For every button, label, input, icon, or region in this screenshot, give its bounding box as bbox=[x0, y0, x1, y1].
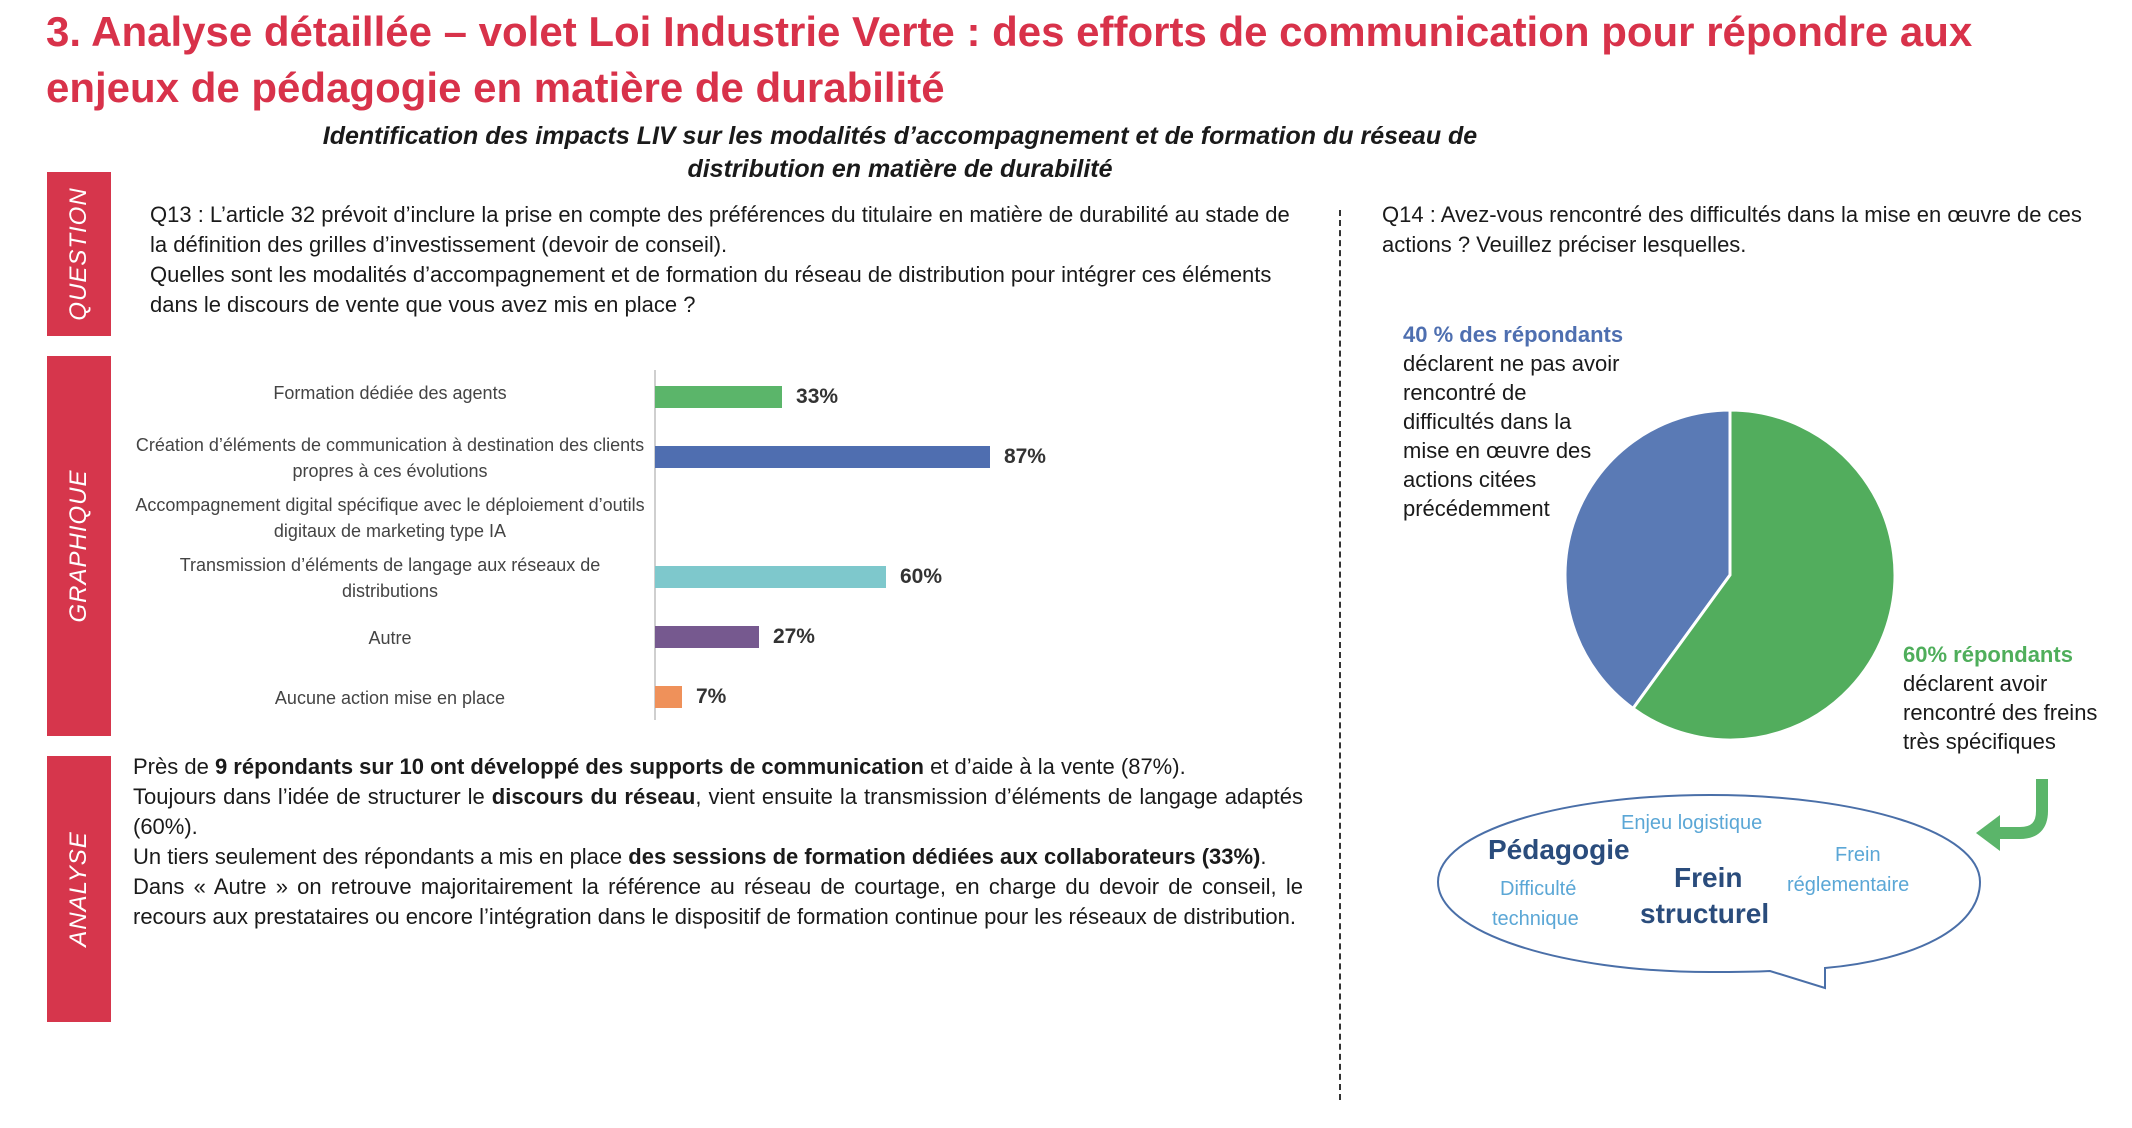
speech-bubble bbox=[1436, 793, 1982, 990]
pie-label-left-line: mise en œuvre des bbox=[1403, 438, 1592, 463]
sidebar-question-label: QUESTION bbox=[65, 187, 92, 321]
cloud-word: Difficulté bbox=[1500, 878, 1577, 900]
bar-label: Transmission d’éléments de langage aux r… bbox=[179, 555, 601, 601]
pie-label-left-head: 40 % des répondants bbox=[1403, 322, 1624, 347]
cloud-word: Pédagogie bbox=[1488, 834, 1630, 865]
pie-label-right-line: déclarent avoir bbox=[1903, 671, 2048, 696]
cloud-word: structurel bbox=[1640, 898, 1770, 929]
bar-label: Aucune action mise en place bbox=[274, 688, 506, 708]
bar-value-label: 27% bbox=[772, 625, 815, 648]
cloud-word: Frein bbox=[1674, 862, 1743, 893]
analysis-text-span: , vient ensuite la transmission d’élémen… bbox=[133, 784, 1303, 839]
bar bbox=[655, 626, 759, 648]
analysis-text-span: . bbox=[1260, 844, 1267, 869]
pie-label-left: 40 % des répondants déclarent ne pas avo… bbox=[1403, 320, 1663, 523]
pie-slice bbox=[1630, 408, 1897, 742]
analysis-text: Près de 9 répondants sur 10 ont développ… bbox=[133, 752, 1303, 932]
bar bbox=[655, 386, 783, 408]
analysis-p1: Près de 9 répondants sur 10 ont développ… bbox=[133, 752, 1303, 782]
q13-question: Q13 : L’article 32 prévoit d’inclure la … bbox=[150, 200, 1300, 320]
cloud-word: Frein bbox=[1835, 844, 1881, 866]
bar-value-label: 60% bbox=[900, 565, 943, 588]
curved-arrow-icon bbox=[1976, 779, 2048, 851]
analysis-p4: Dans « Autre » on retrouve majoritaireme… bbox=[133, 874, 1303, 929]
bar-label: Accompagnement digital spécifique avec l… bbox=[135, 495, 645, 541]
pie-label-right-line: très spécifiques bbox=[1903, 729, 2056, 754]
analysis-p2: Toujours dans l’idée de structurer le di… bbox=[133, 782, 1303, 842]
page-title: 3. Analyse détaillée – volet Loi Industr… bbox=[46, 8, 1973, 111]
bar-label: Autre bbox=[368, 628, 412, 648]
analysis-p3: Un tiers seulement des répondants a mis … bbox=[133, 842, 1303, 872]
analysis-text-span: et d’aide à la vente (87%). bbox=[923, 754, 1186, 779]
analysis-bold: discours du réseau bbox=[491, 784, 696, 809]
pie-label-left-line: actions citées bbox=[1403, 467, 1537, 492]
pie-label-left-line: déclarent ne pas avoir bbox=[1403, 351, 1620, 376]
bar-value-label: 7% bbox=[695, 685, 727, 708]
analysis-text-span: Près de bbox=[133, 754, 215, 779]
bar-value-label: 33% bbox=[796, 385, 839, 408]
analysis-text-span: Toujours dans l’idée de structurer le bbox=[133, 784, 492, 809]
sidebar-analyse-label: ANALYSE bbox=[65, 831, 92, 947]
pie-chart bbox=[1563, 408, 1897, 742]
analysis-bold: des sessions de formation dédiées aux co… bbox=[628, 844, 1261, 869]
sidebar-graphique-label: GRAPHIQUE bbox=[65, 469, 92, 623]
sidebar-graphique: GRAPHIQUE bbox=[47, 356, 111, 736]
cloud-word: Enjeu logistique bbox=[1621, 812, 1763, 834]
bar-label: Formation dédiée des agents bbox=[273, 383, 507, 403]
bar-axis bbox=[654, 370, 656, 720]
pie-label-right-line: rencontré des freins bbox=[1903, 700, 2098, 725]
cloud-word: technique bbox=[1492, 908, 1579, 930]
q14-question: Q14 : Avez-vous rencontré des difficulté… bbox=[1382, 202, 2082, 257]
analysis-text-span: Un tiers seulement des répondants a mis … bbox=[133, 844, 629, 869]
bar bbox=[655, 566, 886, 588]
pie-label-right: 60% répondants déclarent avoir rencontré… bbox=[1903, 640, 2128, 756]
bar-label: Création d’éléments de communication à d… bbox=[135, 435, 645, 481]
q13-line2: Quelles sont les modalités d’accompagnem… bbox=[150, 262, 1272, 317]
cloud-word: réglementaire bbox=[1787, 874, 1910, 896]
pie-slice bbox=[1563, 408, 1732, 711]
bar bbox=[655, 686, 682, 708]
bar-value-label: 87% bbox=[1003, 445, 1046, 468]
pie-label-right-head: 60% répondants bbox=[1903, 642, 2073, 667]
bar bbox=[655, 446, 990, 468]
pie-label-left-line: difficultés dans la bbox=[1403, 409, 1572, 434]
pie-label-left-line: rencontré de bbox=[1403, 380, 1527, 405]
sidebar-question: QUESTION bbox=[47, 172, 111, 336]
pie-label-left-line: précédemment bbox=[1403, 496, 1550, 521]
bar-chart: Formation dédiée des agents Création d’é… bbox=[135, 365, 1340, 730]
q13-line1: Q13 : L’article 32 prévoit d’inclure la … bbox=[150, 202, 1290, 257]
subtitle: Identification des impacts LIV sur les m… bbox=[322, 122, 1478, 183]
analysis-bold: 9 répondants sur 10 ont développé des su… bbox=[214, 754, 924, 779]
sidebar-analyse: ANALYSE bbox=[47, 756, 111, 1022]
vertical-divider bbox=[1339, 210, 1341, 1100]
